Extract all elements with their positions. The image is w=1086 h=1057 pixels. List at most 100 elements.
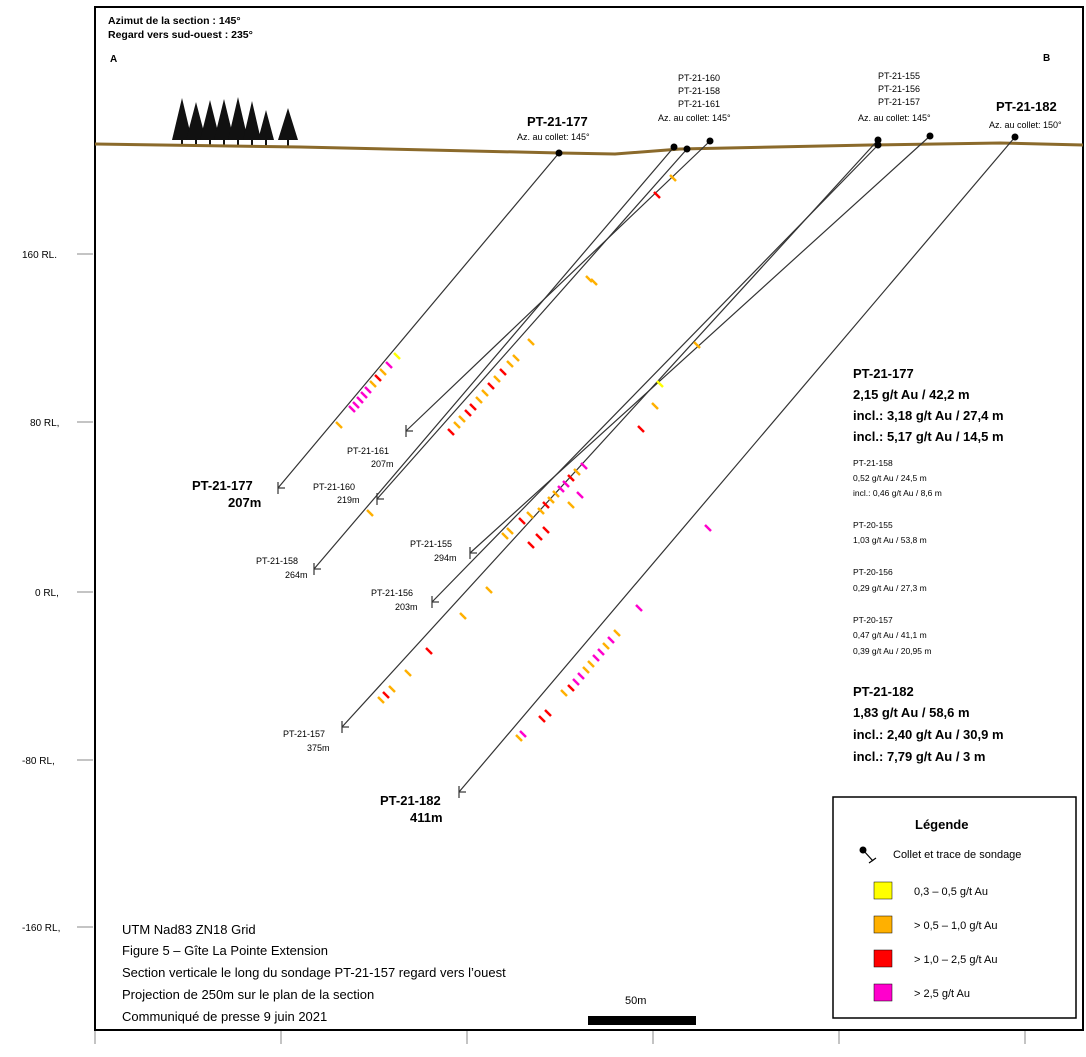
svg-text:PT-21-160: PT-21-160 [678,73,720,83]
legend-swatch-1 [873,881,893,900]
scale-bar [588,1016,696,1025]
endlabel-pt-21-161-depth: 207m [371,459,394,469]
corner-b: B [1043,53,1050,64]
note-press: Communiqué de presse 9 juin 2021 [122,1009,327,1024]
assay-pt-21-155-156-157 [377,341,701,704]
svg-text:PT-21-157: PT-21-157 [878,97,920,107]
note-projection: Projection de 250m sur le plan de la sec… [122,987,374,1002]
azimut-label: Azimut de la section : 145° [108,15,241,27]
endlabel-pt-21-156-depth: 203m [395,602,418,612]
collar-group-2-labels: PT-21-155 PT-21-156 PT-21-157 Az. au col… [858,71,931,123]
collar-name-pt-21-177: PT-21-177 [527,114,588,129]
svg-text:Az. au collet: 145°: Az. au collet: 145° [858,113,931,123]
endlabel-pt-21-177-name: PT-21-177 [192,478,253,493]
ground-surface [94,141,1084,156]
trace-pt-21-158 [313,146,675,570]
collar-markers [555,132,1019,157]
legend-swatch-3 [873,949,893,968]
svg-text:incl.: 7,79 g/t Au / 3 m: incl.: 7,79 g/t Au / 3 m [853,749,985,764]
svg-text:incl.: 0,46 g/t Au / 8,6 m: incl.: 0,46 g/t Au / 8,6 m [853,488,942,498]
svg-text:incl.: 2,40 g/t Au / 30,9 m: incl.: 2,40 g/t Au / 30,9 m [853,727,1004,742]
rl-label-80: 80 RL, [30,418,59,429]
svg-text:0,39 g/t Au / 20,95 m: 0,39 g/t Au / 20,95 m [853,646,931,656]
results-pt-20-155: PT-20-155 1,03 g/t Au / 53,8 m [853,520,927,545]
endlabel-pt-21-182-name: PT-21-182 [380,793,441,808]
figure-frame [94,6,1084,1031]
trace-pt-21-182 [458,136,1016,793]
svg-text:incl.: 3,18 g/t Au / 27,4 m: incl.: 3,18 g/t Au / 27,4 m [853,408,1004,423]
svg-text:PT-21-158: PT-21-158 [853,458,893,468]
svg-text:PT-20-156: PT-20-156 [853,567,893,577]
endlabel-pt-21-157-name: PT-21-157 [283,729,325,739]
trace-pt-21-157 [341,139,879,728]
results-pt-20-157: PT-20-157 0,47 g/t Au / 41,1 m 0,39 g/t … [853,615,931,656]
legend-label-3: > 1,0 – 2,5 g/t Au [914,954,997,966]
endlabel-pt-21-177-depth: 207m [228,495,261,510]
note-figure: Figure 5 – Gîte La Pointe Extension [122,943,328,958]
svg-text:incl.: 5,17 g/t Au / 14,5 m: incl.: 5,17 g/t Au / 14,5 m [853,429,1004,444]
rl-label-0: 0 RL, [35,588,59,599]
trace-pt-21-160 [376,148,688,500]
rl-label-160: 160 RL. [22,250,57,261]
endlabel-pt-21-155-depth: 294m [434,553,457,563]
trace-pt-21-161 [405,140,711,432]
legend: Légende Collet et trace de sondage 0,3 –… [832,796,1077,1019]
end-caps [277,425,477,798]
legend-collar-label: Collet et trace de sondage [893,849,1021,861]
svg-text:1,83 g/t Au / 58,6 m: 1,83 g/t Au / 58,6 m [853,705,970,720]
endlabel-pt-21-155-name: PT-21-155 [410,539,452,549]
svg-text:PT-21-158: PT-21-158 [678,86,720,96]
svg-text:0,52 g/t Au / 24,5 m: 0,52 g/t Au / 24,5 m [853,473,927,483]
svg-text:2,15 g/t Au / 42,2 m: 2,15 g/t Au / 42,2 m [853,387,970,402]
results-pt-21-177: PT-21-177 2,15 g/t Au / 42,2 m incl.: 3,… [853,366,1004,444]
endlabel-pt-21-160-name: PT-21-160 [313,482,355,492]
endlabel-pt-21-160-depth: 219m [337,495,360,505]
rl-label-minus80: -80 RL, [22,756,55,767]
corner-a: A [110,54,117,65]
assay-pt-21-177 [335,352,401,429]
endlabel-pt-21-158-depth: 264m [285,570,308,580]
assay-pt-21-158-160-161 [366,174,677,517]
endlabel-pt-21-156-name: PT-21-156 [371,588,413,598]
results-pt-21-158: PT-21-158 0,52 g/t Au / 24,5 m incl.: 0,… [853,458,942,498]
scale-bar-label: 50m [625,995,646,1007]
collar-az-pt-21-177: Az. au collet: 145° [517,132,590,142]
legend-label-1: 0,3 – 0,5 g/t Au [914,886,988,898]
results-pt-21-182: PT-21-182 1,83 g/t Au / 58,6 m incl.: 2,… [853,684,1004,764]
collar-trace-icon [859,846,877,864]
results-pt-20-156: PT-20-156 0,29 g/t Au / 27,3 m [853,567,927,593]
endlabel-pt-21-161-name: PT-21-161 [347,446,389,456]
legend-label-2: > 0,5 – 1,0 g/t Au [914,920,997,932]
regard-label: Regard vers sud-ouest : 235° [108,29,253,41]
note-grid: UTM Nad83 ZN18 Grid [122,922,256,937]
legend-label-4: > 2,5 g/t Au [914,988,970,1000]
collar-az-pt-21-182: Az. au collet: 150° [989,120,1062,130]
trace-pt-21-155 [469,135,931,554]
legend-box [832,796,1077,1019]
rl-label-minus160: -160 RL, [22,923,60,934]
legend-swatch-2 [873,915,893,934]
endlabel-pt-21-157-depth: 375m [307,743,330,753]
trees-icon [172,97,298,146]
legend-title: Légende [915,817,968,832]
collar-name-pt-21-182: PT-21-182 [996,99,1057,114]
trace-pt-21-177 [277,152,560,489]
legend-swatch-4 [873,983,893,1002]
collar-group-1-labels: PT-21-160 PT-21-158 PT-21-161 Az. au col… [658,73,731,123]
svg-text:PT-21-177: PT-21-177 [853,366,914,381]
svg-text:PT-21-156: PT-21-156 [878,84,920,94]
svg-text:1,03 g/t Au / 53,8 m: 1,03 g/t Au / 53,8 m [853,535,927,545]
bottom-ticks [94,1031,1026,1044]
svg-text:0,47 g/t Au / 41,1 m: 0,47 g/t Au / 41,1 m [853,630,927,640]
svg-text:PT-20-155: PT-20-155 [853,520,893,530]
assay-pt-21-182 [515,524,712,742]
svg-text:PT-21-182: PT-21-182 [853,684,914,699]
drill-traces [277,135,1016,793]
figure-notes: UTM Nad83 ZN18 Grid Figure 5 – Gîte La P… [122,922,506,1024]
svg-text:Az. au collet: 145°: Az. au collet: 145° [658,113,731,123]
svg-text:0,29 g/t Au / 27,3 m: 0,29 g/t Au / 27,3 m [853,583,927,593]
endlabel-pt-21-158-name: PT-21-158 [256,556,298,566]
svg-text:PT-21-155: PT-21-155 [878,71,920,81]
endlabel-pt-21-182-depth: 411m [410,810,443,825]
